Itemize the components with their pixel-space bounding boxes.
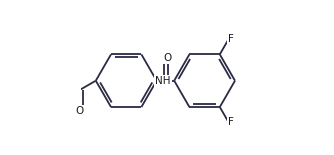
Text: F: F [228,34,233,44]
Text: O: O [164,53,172,63]
Text: F: F [228,117,233,127]
Text: NH: NH [155,76,171,86]
Text: O: O [75,106,83,116]
